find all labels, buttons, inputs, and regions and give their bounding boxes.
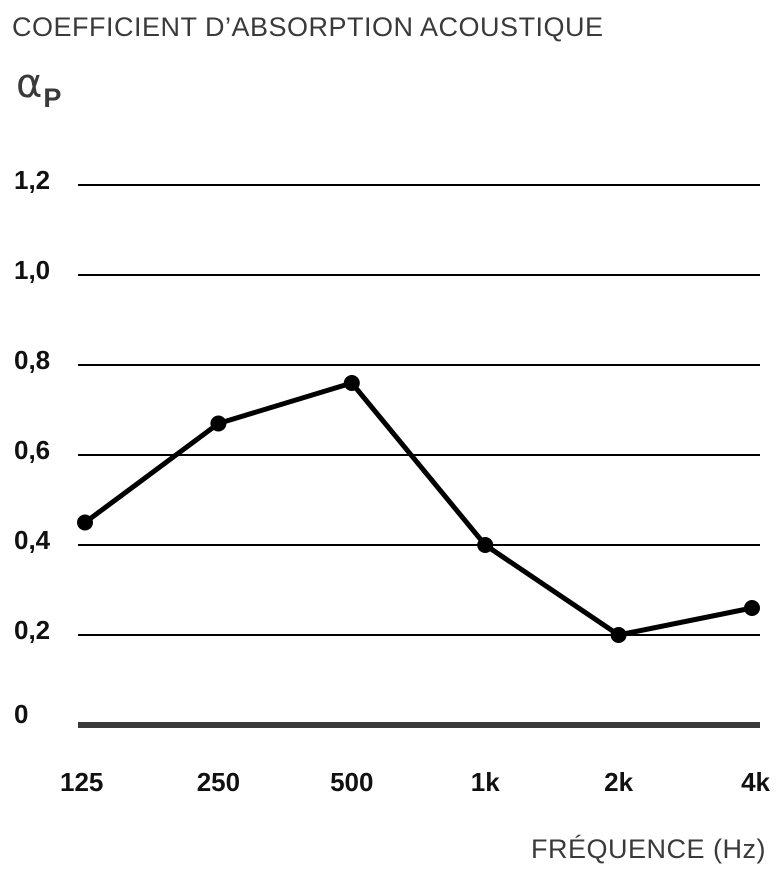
chart-title: COEFFICIENT D’ABSORPTION ACOUSTIQUE: [12, 12, 604, 42]
x-tick-label-0: 125: [60, 767, 103, 797]
data-point-1k: [477, 537, 494, 553]
data-point-125: [77, 514, 93, 531]
y-axis-subscript: P: [43, 83, 62, 113]
x-tick-label-5: 4k: [741, 767, 770, 797]
y-axis-symbol: α: [16, 61, 43, 107]
y-tick-label-1: 0,2: [14, 615, 50, 645]
y-tick-label-2: 0,4: [14, 525, 51, 555]
y-tick-label-6: 1,2: [14, 165, 50, 195]
data-point-250: [210, 415, 227, 432]
x-tick-label-3: 1k: [471, 767, 500, 797]
data-point-500: [343, 375, 360, 391]
x-tick-label-1: 250: [197, 767, 240, 797]
x-tick-label-2: 500: [330, 767, 373, 797]
y-tick-label-5: 1,0: [14, 255, 50, 285]
y-tick-label-3: 0,6: [14, 435, 50, 465]
data-point-2k: [610, 627, 627, 643]
x-axis-label: FRÉQUENCE (Hz): [531, 834, 766, 864]
y-tick-label-0: 0: [14, 699, 28, 729]
series-line: [83, 380, 753, 638]
y-axis-label: αP: [16, 61, 61, 112]
y-tick-label-4: 0,8: [14, 345, 50, 375]
x-tick-label-4: 2k: [604, 767, 633, 797]
data-point-4k: [744, 600, 760, 616]
